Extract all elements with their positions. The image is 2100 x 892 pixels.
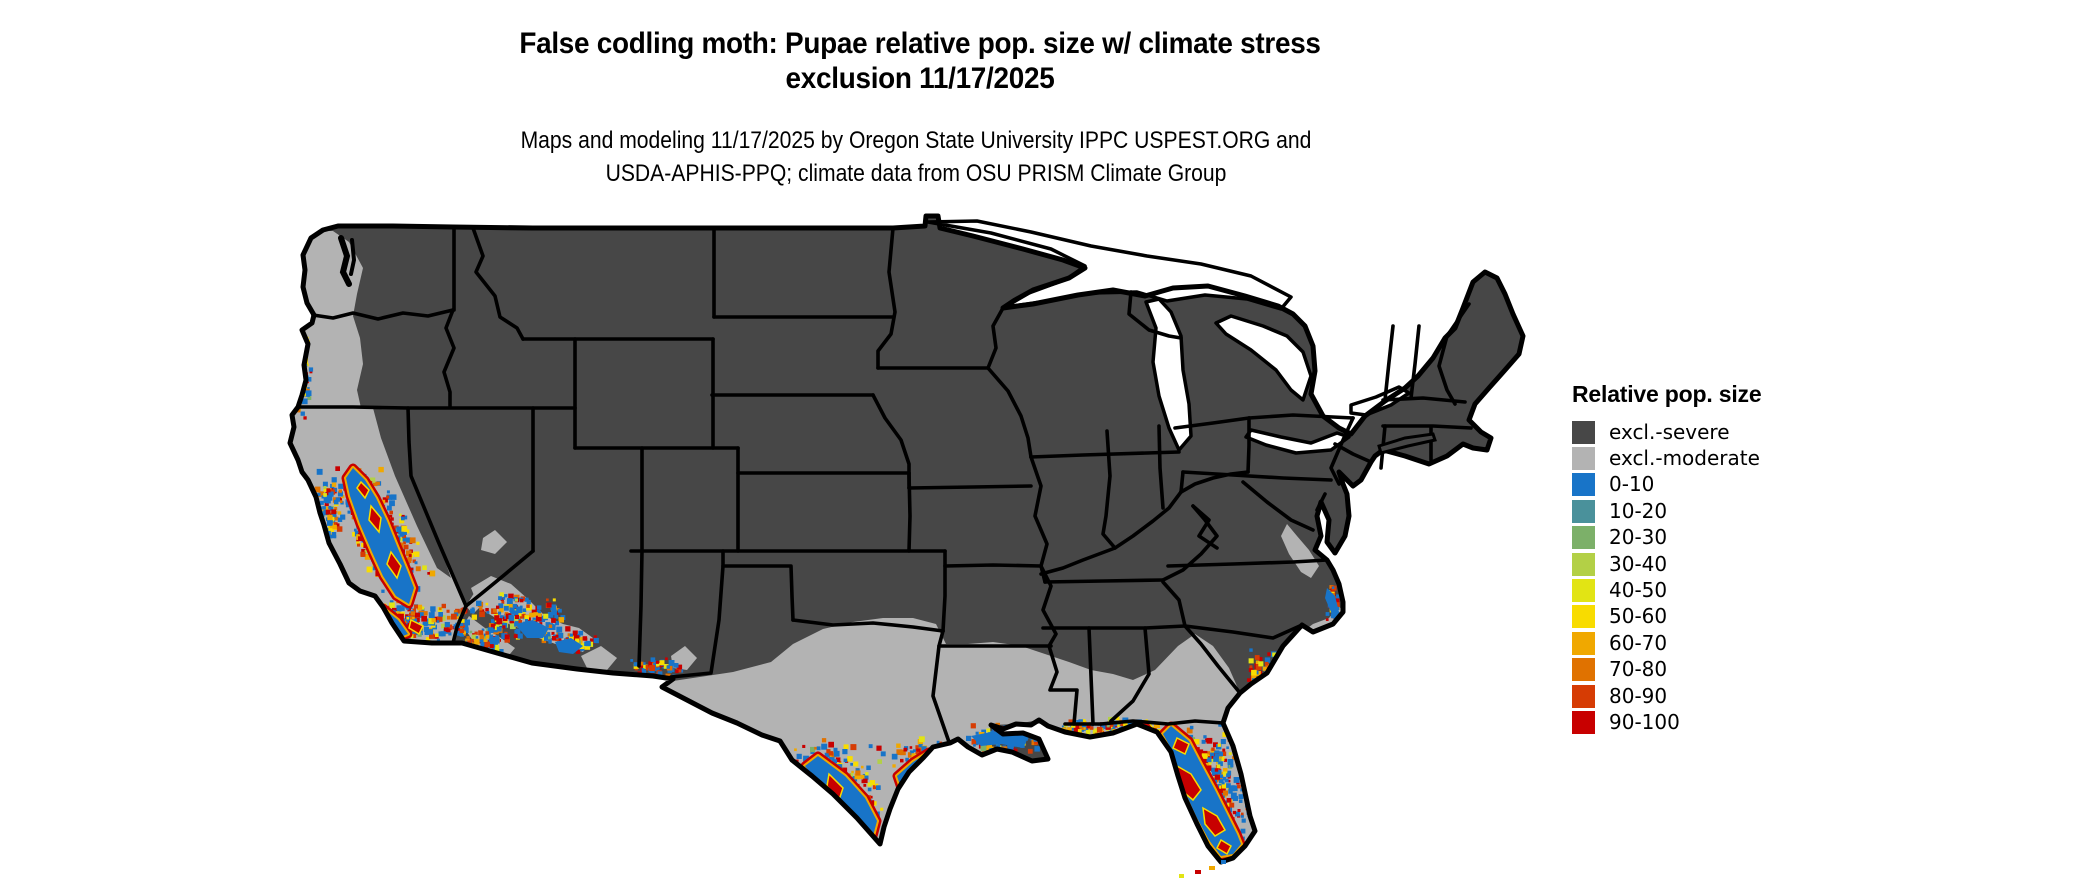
legend-swatch [1572,552,1595,576]
legend-swatch [1572,499,1595,523]
legend-item: 60-70 [1572,630,1761,656]
legend-swatch [1572,605,1595,629]
legend-label: 50-60 [1609,604,1668,629]
legend-label: 10-20 [1609,498,1668,523]
legend-item: 30-40 [1572,551,1761,577]
legend-items: excl.-severe excl.-moderate 0-10 10-20 20-30… [1572,419,1761,736]
legend-label: 30-40 [1609,551,1668,576]
legend-label: 80-90 [1609,683,1668,708]
legend-item: 20-30 [1572,525,1761,551]
legend-label: 20-30 [1609,525,1668,550]
legend-item: 10-20 [1572,498,1761,524]
page-title: False codling moth: Pupae relative pop. … [489,26,1351,96]
legend-label: excl.-severe [1609,419,1730,444]
legend-item: 0-10 [1572,472,1761,498]
page-subtitle: Maps and modeling 11/17/2025 by Oregon S… [467,124,1366,190]
legend-label: 60-70 [1609,630,1668,655]
legend: Relative pop. size excl.-severe excl.-mod… [1572,381,1762,736]
title-line-1: False codling moth: Pupae relative pop. … [519,27,1321,60]
legend-item: 90-100 [1572,709,1761,735]
legend-swatch [1572,473,1595,497]
legend-item: 40-50 [1572,577,1761,603]
subtitle-line-1: Maps and modeling 11/17/2025 by Oregon S… [520,127,1312,154]
legend-label: 40-50 [1609,578,1668,603]
legend-swatch [1572,447,1595,471]
legend-swatch [1572,710,1595,734]
us-map [287,213,1526,878]
legend-label: excl.-moderate [1609,446,1760,471]
legend-label: 90-100 [1609,709,1680,734]
legend-item: 80-90 [1572,683,1761,709]
legend-item: excl.-severe [1572,419,1761,445]
legend-title: Relative pop. size [1572,381,1762,407]
legend-label: 70-80 [1609,657,1668,682]
legend-item: 50-60 [1572,604,1761,630]
legend-swatch [1572,579,1595,603]
subtitle-line-2: USDA-APHIS-PPQ; climate data from OSU PR… [605,160,1227,187]
legend-swatch [1572,658,1595,682]
legend-swatch [1572,631,1595,655]
legend-item: excl.-moderate [1572,445,1761,471]
legend-item: 70-80 [1572,657,1761,683]
legend-swatch [1572,684,1595,708]
legend-label: 0-10 [1609,472,1655,497]
legend-swatch [1572,526,1595,550]
legend-swatch [1572,420,1595,444]
title-line-2: exclusion 11/17/2025 [785,62,1055,95]
